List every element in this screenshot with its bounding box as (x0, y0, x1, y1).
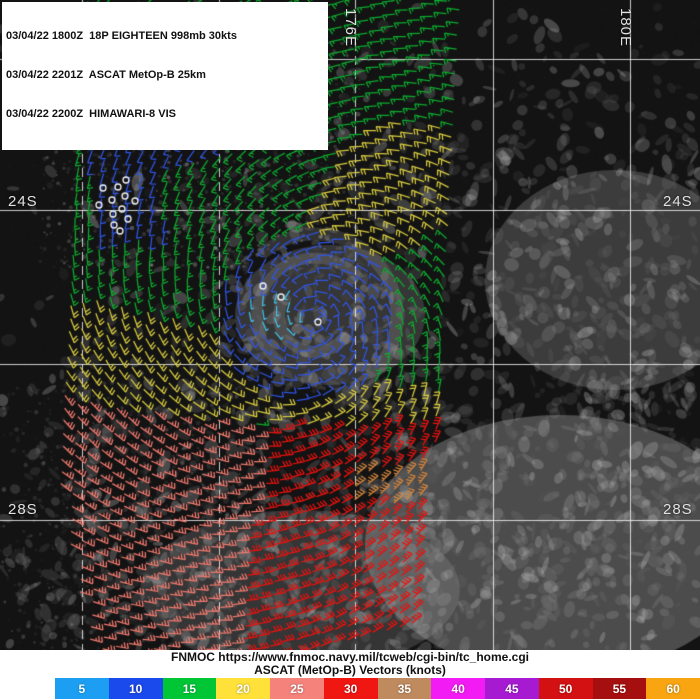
colorbar-segment: 35 (377, 678, 432, 699)
grid-label: 24S (8, 193, 38, 210)
colorbar-segment: 60 (646, 678, 700, 699)
footer-strip: FNMOC https://www.fnmoc.navy.mil/tcweb/c… (0, 650, 700, 700)
wind-speed-colorbar: 5 10 15 20 25 30 35 40 45 50 55 60 (55, 678, 700, 699)
storm-info-line-2: 03/04/22 2201Z ASCAT MetOp-B 25km (6, 69, 206, 81)
colorbar-segment: 10 (108, 678, 163, 699)
storm-info-line-3: 03/04/22 2200Z HIMAWARI-8 VIS (6, 108, 176, 120)
colorbar-segment: 5 (55, 678, 109, 699)
grid-label: 28S (8, 501, 38, 518)
colorbar-segment: 25 (270, 678, 324, 699)
grid-label: 24S (663, 193, 693, 210)
grid-label: 180E (617, 8, 634, 48)
colorbar-segment: 40 (431, 678, 485, 699)
grid-label: 176E (342, 8, 359, 48)
colorbar-segment: 55 (592, 678, 647, 699)
colorbar-segment: 50 (538, 678, 593, 699)
fnmoc-url-text: FNMOC https://www.fnmoc.navy.mil/tcweb/c… (170, 650, 530, 664)
colorbar-segment: 45 (485, 678, 539, 699)
storm-info-line-1: 03/04/22 1800Z 18P EIGHTEEN 998mb 30kts (6, 30, 237, 42)
colorbar-segment: 15 (162, 678, 217, 699)
colorbar-segment: 30 (323, 678, 378, 699)
storm-info-box: 03/04/22 1800Z 18P EIGHTEEN 998mb 30kts … (2, 2, 328, 150)
grid-label: 28S (663, 501, 693, 518)
colorbar-segment: 20 (216, 678, 270, 699)
product-title-text: ASCAT (MetOp-B) Vectors (knots) (254, 663, 446, 677)
